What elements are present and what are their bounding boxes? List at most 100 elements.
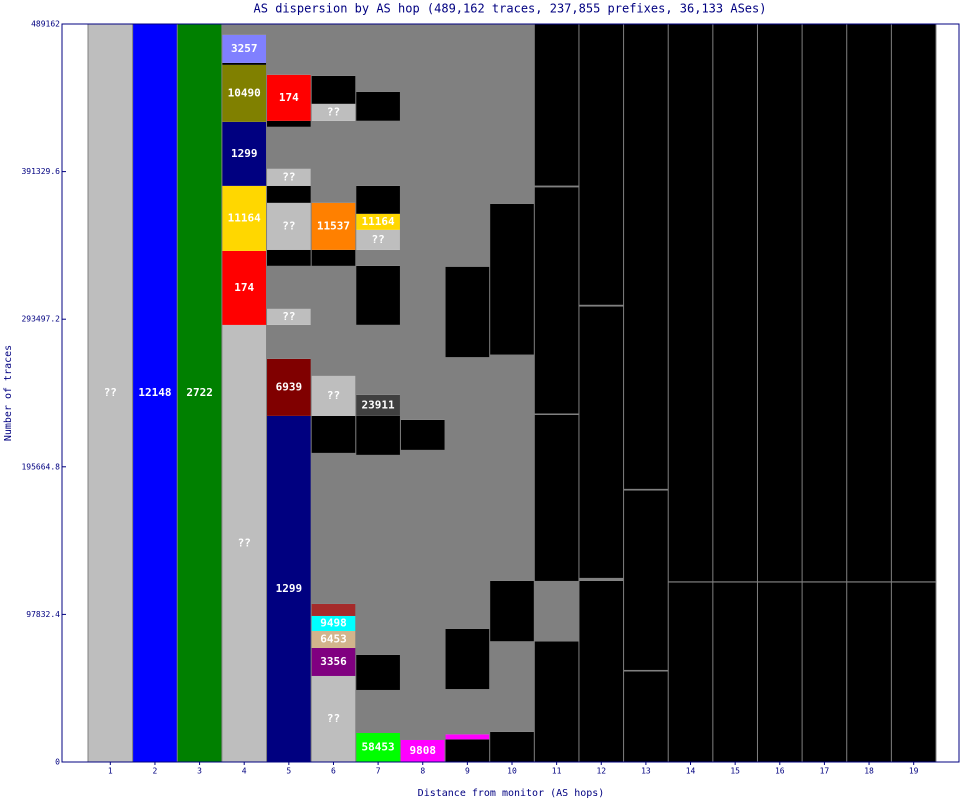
x-tick-label: 1: [108, 767, 113, 776]
segment: [355, 185, 401, 214]
segment: [266, 24, 312, 75]
segment-label: ??: [282, 310, 295, 323]
segment-label: 11164: [362, 215, 395, 228]
segment: [355, 415, 401, 455]
segment: [623, 490, 669, 670]
x-tick-label: 19: [909, 767, 919, 776]
segment: [712, 24, 758, 582]
segment: [489, 731, 535, 762]
segment: [623, 488, 669, 491]
x-tick-label: 14: [686, 767, 696, 776]
y-axis-label: Number of traces: [3, 345, 14, 441]
segment: [355, 249, 401, 266]
x-tick-label: 17: [820, 767, 830, 776]
segment: [266, 415, 312, 762]
segment: [266, 265, 312, 309]
segment: [221, 24, 267, 35]
y-tick-label: 293497.2: [21, 315, 60, 324]
segment-label: ??: [282, 170, 295, 183]
segment-label: 9808: [409, 744, 436, 757]
x-tick-label: 4: [242, 767, 247, 776]
segment: [311, 630, 356, 648]
segment: [578, 304, 624, 307]
segment: [846, 582, 892, 762]
segment-label: 174: [234, 281, 254, 294]
plot-frame: [61, 23, 960, 763]
segment: [534, 24, 579, 186]
segment: [266, 185, 312, 203]
segment: [132, 24, 178, 762]
segment: [311, 603, 356, 616]
segment: [311, 675, 356, 762]
segment: [355, 91, 401, 121]
segment: [311, 647, 356, 676]
segment: [400, 24, 446, 420]
segment-label: ??: [282, 219, 295, 232]
segment-label: 9498: [320, 616, 347, 629]
segment: [311, 75, 356, 104]
segment: [221, 64, 267, 122]
y-tick-label: 97832.4: [26, 610, 60, 619]
segment: [266, 74, 312, 121]
segment: [400, 419, 446, 450]
segment: [757, 24, 803, 582]
segment: [221, 324, 267, 762]
segment-label: ??: [104, 386, 117, 399]
segment: [311, 265, 356, 376]
segment: [311, 249, 356, 266]
segment: [578, 580, 624, 762]
segment: [489, 203, 535, 355]
segment: [445, 266, 490, 358]
segment: [489, 24, 535, 204]
segment-label: 1299: [231, 147, 258, 160]
segment: [445, 24, 490, 267]
segment: [802, 582, 847, 762]
segment: [311, 202, 356, 250]
segment: [534, 641, 579, 762]
segment: [221, 62, 267, 65]
x-axis-label: Distance from monitor (AS hops): [418, 788, 605, 799]
segment-label: 10490: [228, 86, 261, 99]
x-tick-label: 3: [197, 767, 202, 776]
segment: [534, 414, 579, 581]
segment: [802, 581, 847, 583]
segment-label: ??: [327, 712, 340, 725]
segment: [891, 24, 936, 582]
segment: [578, 577, 624, 581]
x-tick-label: 18: [864, 767, 874, 776]
segment: [355, 394, 401, 416]
segment: [846, 581, 892, 583]
segment-label: 1299: [276, 582, 303, 595]
segment: [623, 671, 669, 762]
segment-label: 174: [279, 91, 299, 104]
segment: [489, 641, 535, 732]
segment: [668, 582, 713, 762]
segment-label: ??: [371, 233, 384, 246]
segment: [355, 213, 401, 230]
segment: [534, 187, 579, 414]
x-tick-label: 9: [465, 767, 470, 776]
segment: [891, 581, 936, 583]
segment: [355, 265, 401, 325]
x-tick-label: 13: [641, 767, 651, 776]
segment: [355, 229, 401, 250]
segment: [757, 581, 803, 583]
segment: [400, 449, 446, 740]
segment: [534, 413, 579, 415]
segment-label: 3257: [231, 42, 258, 55]
segment: [578, 24, 624, 305]
segment: [534, 185, 579, 188]
segment-label: 2722: [186, 386, 213, 399]
x-tick-label: 16: [775, 767, 785, 776]
y-tick-label: 0: [55, 758, 60, 767]
segment-label: ??: [238, 536, 251, 549]
segment: [668, 24, 713, 582]
x-tick-label: 8: [420, 767, 425, 776]
segment: [578, 306, 624, 578]
segment: [445, 739, 490, 762]
segment: [355, 654, 401, 690]
segment: [757, 582, 803, 762]
y-tick-label: 489162: [31, 20, 60, 29]
segment: [311, 375, 356, 416]
segment: [534, 580, 579, 642]
